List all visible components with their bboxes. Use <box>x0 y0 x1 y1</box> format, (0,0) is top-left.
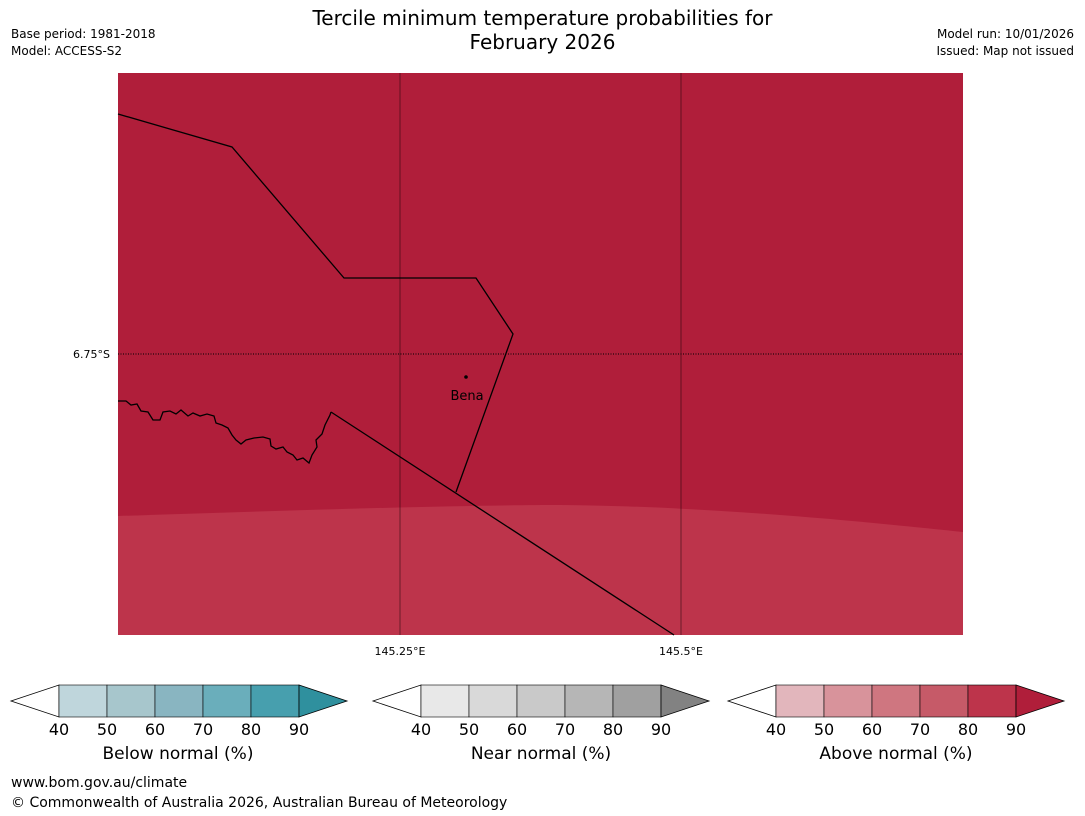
legend-near-tick: 40 <box>411 720 431 739</box>
legend-below-swatch <box>202 684 252 718</box>
model-info: Base period: 1981-2018 Model: ACCESS-S2 <box>11 26 156 60</box>
legend-near-swatch <box>612 684 662 718</box>
legend-near-swatch <box>420 684 470 718</box>
issued-status: Issued: Map not issued <box>936 44 1074 58</box>
longitude-label-1: 145.25°E <box>375 645 426 658</box>
longitude-label-2: 145.5°E <box>659 645 703 658</box>
legend-above-swatch <box>871 684 921 718</box>
legend-below: 40 50 60 70 80 90 <box>9 684 349 739</box>
legend-below-swatch <box>106 684 156 718</box>
legend-above-extend-high <box>1015 684 1066 718</box>
legend-near-extend-high <box>660 684 711 718</box>
province-boundary <box>117 113 514 493</box>
legend-below-tick: 60 <box>145 720 165 739</box>
legend-near: 40 50 60 70 80 90 <box>371 684 711 739</box>
legend-above-extend-low <box>726 684 777 718</box>
legend-above-title: Above normal (%) <box>819 744 973 764</box>
map-title: Tercile minimum temperature probabilitie… <box>0 6 1085 54</box>
run-info: Model run: 10/01/2026 Issued: Map not is… <box>936 26 1074 60</box>
model-name: Model: ACCESS-S2 <box>11 44 123 58</box>
model-run: Model run: 10/01/2026 <box>936 27 1074 41</box>
legend-above-swatch <box>823 684 873 718</box>
legend-below-tick: 90 <box>289 720 309 739</box>
legend-above-tick: 50 <box>814 720 834 739</box>
legend-below-tick: 40 <box>49 720 69 739</box>
legend-below-tick: 70 <box>193 720 213 739</box>
legend-above-tick: 80 <box>958 720 978 739</box>
legend-above-tick: 60 <box>862 720 882 739</box>
legend-near-swatch <box>564 684 614 718</box>
legend-near-extend-low <box>371 684 422 718</box>
footer-copyright: © Commonwealth of Australia 2026, Austra… <box>11 795 508 811</box>
legend-near-swatch <box>516 684 566 718</box>
legend-near-tick: 90 <box>651 720 671 739</box>
legend-near-title: Near normal (%) <box>470 744 612 764</box>
latitude-label: 6.75°S <box>73 348 110 361</box>
legend-below-extend-high <box>298 684 349 718</box>
legend-above-tick: 40 <box>766 720 786 739</box>
legend-near-tick: 70 <box>555 720 575 739</box>
town-marker[interactable] <box>464 375 468 379</box>
legend-below-title: Below normal (%) <box>102 744 254 764</box>
lower-probability-band <box>118 505 963 635</box>
legend-above-tick: 90 <box>1006 720 1026 739</box>
legend-near-tick: 80 <box>603 720 623 739</box>
legend-below-swatch <box>58 684 108 718</box>
legend-near-swatch <box>468 684 518 718</box>
legend-below-tick: 50 <box>97 720 117 739</box>
footer-url[interactable]: www.bom.gov.au/climate <box>11 775 188 791</box>
title-line-2: February 2026 <box>469 30 616 54</box>
river-boundary <box>118 400 332 465</box>
town-label: Bena <box>450 389 483 404</box>
base-period: Base period: 1981-2018 <box>11 27 156 41</box>
legend-above-swatch <box>967 684 1017 718</box>
title-line-1: Tercile minimum temperature probabilitie… <box>312 6 773 30</box>
legend-near-tick: 50 <box>459 720 479 739</box>
legend-below-swatch <box>250 684 300 718</box>
legend-above-tick: 70 <box>910 720 930 739</box>
legend-below-swatch <box>154 684 204 718</box>
legend-above-swatch <box>775 684 825 718</box>
province-boundary-south <box>330 411 675 636</box>
legend-below-tick: 80 <box>241 720 261 739</box>
legend-above: 40 50 60 70 80 90 <box>726 684 1066 739</box>
legend-near-tick: 60 <box>507 720 527 739</box>
legend-below-extend-low <box>9 684 60 718</box>
legend-above-swatch <box>919 684 969 718</box>
